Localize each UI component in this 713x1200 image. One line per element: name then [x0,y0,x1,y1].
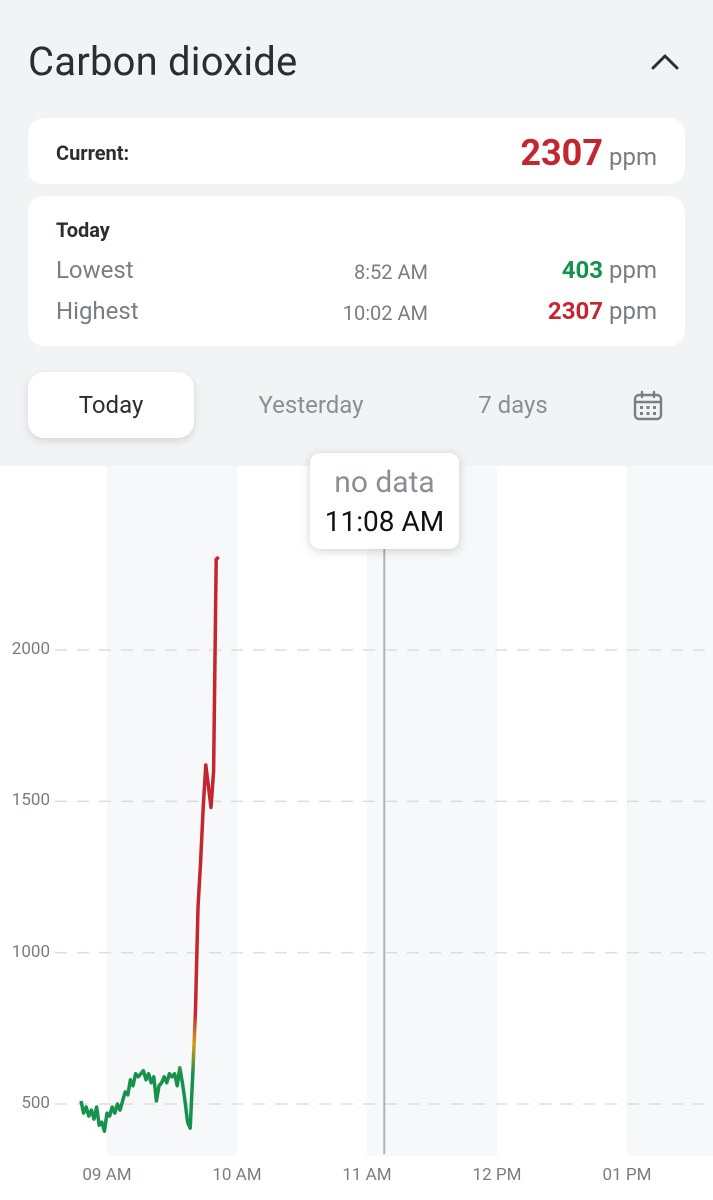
chevron-up-icon[interactable] [648,48,682,74]
x-tick-label: 11 AM [342,1165,392,1185]
tab-7-days[interactable]: 7 days [478,391,548,419]
highest-time: 10:02 AM [342,301,428,325]
lowest-unit: ppm [609,256,657,284]
chart-tooltip: no data 11:08 AM [310,453,459,549]
highest-value: 2307 [547,297,603,325]
current-unit: ppm [609,143,657,171]
today-title: Today [56,218,110,242]
y-tick-label: 2000 [11,639,50,659]
lowest-reading: 403 ppm [562,256,657,284]
highest-unit: ppm [609,297,657,325]
page-title: Carbon dioxide [28,38,298,85]
y-tick-label: 500 [21,1093,50,1113]
lowest-time: 8:52 AM [353,260,428,284]
lowest-row: Lowest 8:52 AM 403 ppm [56,254,657,288]
header: Carbon dioxide [0,0,713,118]
current-reading-card: Current: 2307 ppm [28,118,685,184]
tooltip-time: 11:08 AM [324,505,445,538]
co2-chart[interactable] [0,466,713,1200]
hour-band-2 [627,466,713,1156]
highest-label: Highest [56,297,139,325]
today-summary-card: Today Lowest 8:52 AM 403 ppm Highest 10:… [28,196,685,346]
x-tick-label: 10 AM [212,1165,262,1185]
co2-series-line [79,555,220,1133]
y-tick-label: 1500 [11,790,50,811]
lowest-value: 403 [561,256,603,284]
current-reading: 2307 ppm [520,132,657,174]
lowest-label: Lowest [56,256,134,284]
chart-svg[interactable] [0,466,713,1200]
calendar-icon[interactable] [632,390,664,422]
x-tick-label: 09 AM [82,1165,132,1185]
x-tick-label: 12 PM [472,1165,522,1185]
current-value: 2307 [520,132,603,174]
tab-today[interactable]: Today [28,372,194,438]
highest-row: Highest 10:02 AM 2307 ppm [56,295,657,329]
tab-yesterday[interactable]: Yesterday [258,391,364,419]
tooltip-status: no data [334,465,435,500]
hour-band-1 [367,466,497,1156]
current-label: Current: [56,141,130,165]
y-tick-label: 1000 [11,941,50,962]
highest-reading: 2307 ppm [548,297,657,325]
x-tick-label: 01 PM [602,1165,652,1185]
period-tabs: Today Yesterday 7 days [28,372,685,440]
